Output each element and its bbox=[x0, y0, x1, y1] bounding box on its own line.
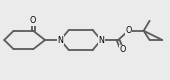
Text: N: N bbox=[98, 36, 104, 44]
Text: O: O bbox=[125, 26, 132, 35]
Text: O: O bbox=[119, 45, 126, 54]
Text: O: O bbox=[30, 16, 36, 25]
Text: N: N bbox=[57, 36, 63, 44]
